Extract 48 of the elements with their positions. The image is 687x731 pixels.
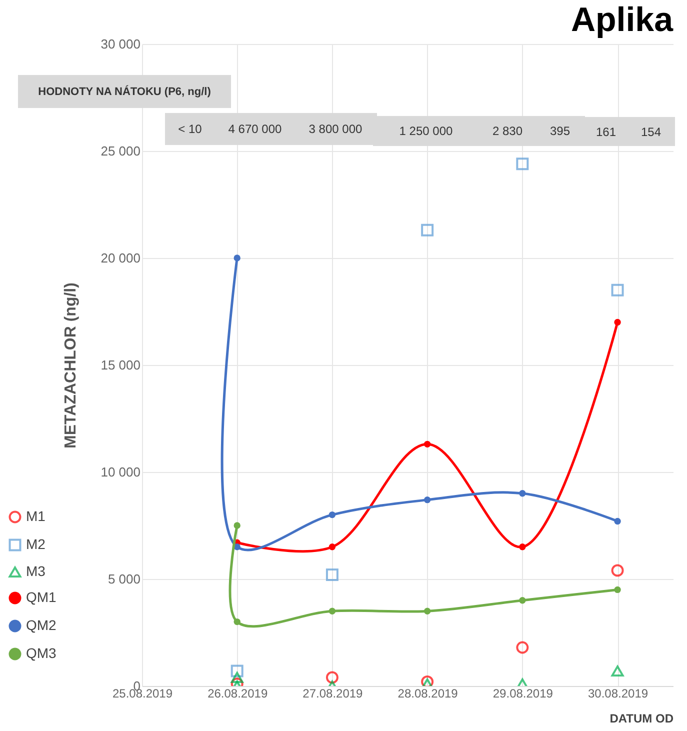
point [234,254,240,262]
x-tick-label: 28.08.2019 [398,686,458,700]
point [516,158,529,170]
point [230,672,244,683]
legend-label: QM3 [26,645,57,661]
y-tick-label: 30 000 [100,36,140,52]
x-tick-label: 27.08.2019 [302,686,364,700]
point [326,568,338,581]
legend-label: M1 [26,508,46,524]
point [519,544,526,550]
point [614,586,621,594]
label-box: < 10 [165,113,215,145]
point [614,518,621,525]
legend-label: M2 [26,536,46,552]
point [519,490,526,497]
point [328,608,336,614]
point [230,664,244,678]
label-box: 1 250 000 [373,116,479,146]
x-tick-label: 30.08.2019 [588,686,648,700]
y-tick-label: 25 000 [100,144,140,158]
y-axis-title: METAZACHLOR (ng/l) [62,282,80,448]
point [234,522,240,529]
legend-label: QM1 [26,589,57,605]
point [234,618,240,626]
point [326,671,338,684]
y-tick-label: 20 000 [100,250,140,266]
point [611,665,624,677]
x-tick-label: 26.08.2019 [208,686,268,700]
label-box: HODNOTY NA NÁTOKU (P6, ng/l) [18,75,231,108]
point [328,511,336,518]
y-tick-label: 15 000 [100,358,140,372]
x-tick-label: 29.08.2019 [492,686,554,700]
point [519,597,526,604]
legend-label: M3 [26,563,46,579]
legend-label: QM2 [26,617,57,633]
point [424,608,431,614]
y-tick-label: 5 000 [108,572,140,586]
x-axis-title: DATUM OD [610,712,674,726]
point [424,440,431,448]
point [421,224,434,236]
point [424,496,431,504]
point [516,641,529,654]
chart-title: Aplika [570,1,674,39]
point [611,284,624,296]
point [611,564,624,577]
y-tick-label: 10 000 [100,464,140,480]
point [614,318,621,326]
point [328,544,336,550]
